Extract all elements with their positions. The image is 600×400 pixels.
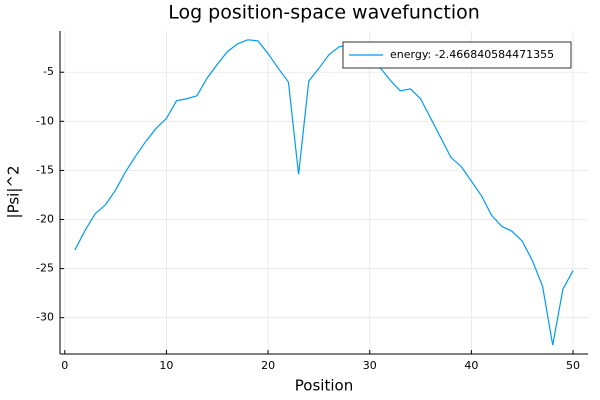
x-tick-label: 20 <box>261 359 275 372</box>
y-tick-label: -20 <box>36 212 54 225</box>
legend-label: energy: -2.466840584471355 <box>390 48 554 61</box>
y-tick-label: -30 <box>36 311 54 324</box>
data-line <box>74 39 574 346</box>
x-tick-label: 10 <box>159 359 173 372</box>
x-axis-label: Position <box>295 377 353 395</box>
x-tick-label: 40 <box>464 359 478 372</box>
y-tick-label: -5 <box>43 65 54 78</box>
y-axis-label: |Psi|^2 <box>5 166 23 219</box>
y-tick-label: -10 <box>36 114 54 127</box>
y-tick-label: -15 <box>36 163 54 176</box>
y-tick-label: -25 <box>36 262 54 275</box>
x-tick-label: 50 <box>566 359 580 372</box>
x-tick-label: 0 <box>61 359 68 372</box>
x-tick-label: 30 <box>363 359 377 372</box>
chart-title: Log position-space wavefunction <box>168 2 480 24</box>
